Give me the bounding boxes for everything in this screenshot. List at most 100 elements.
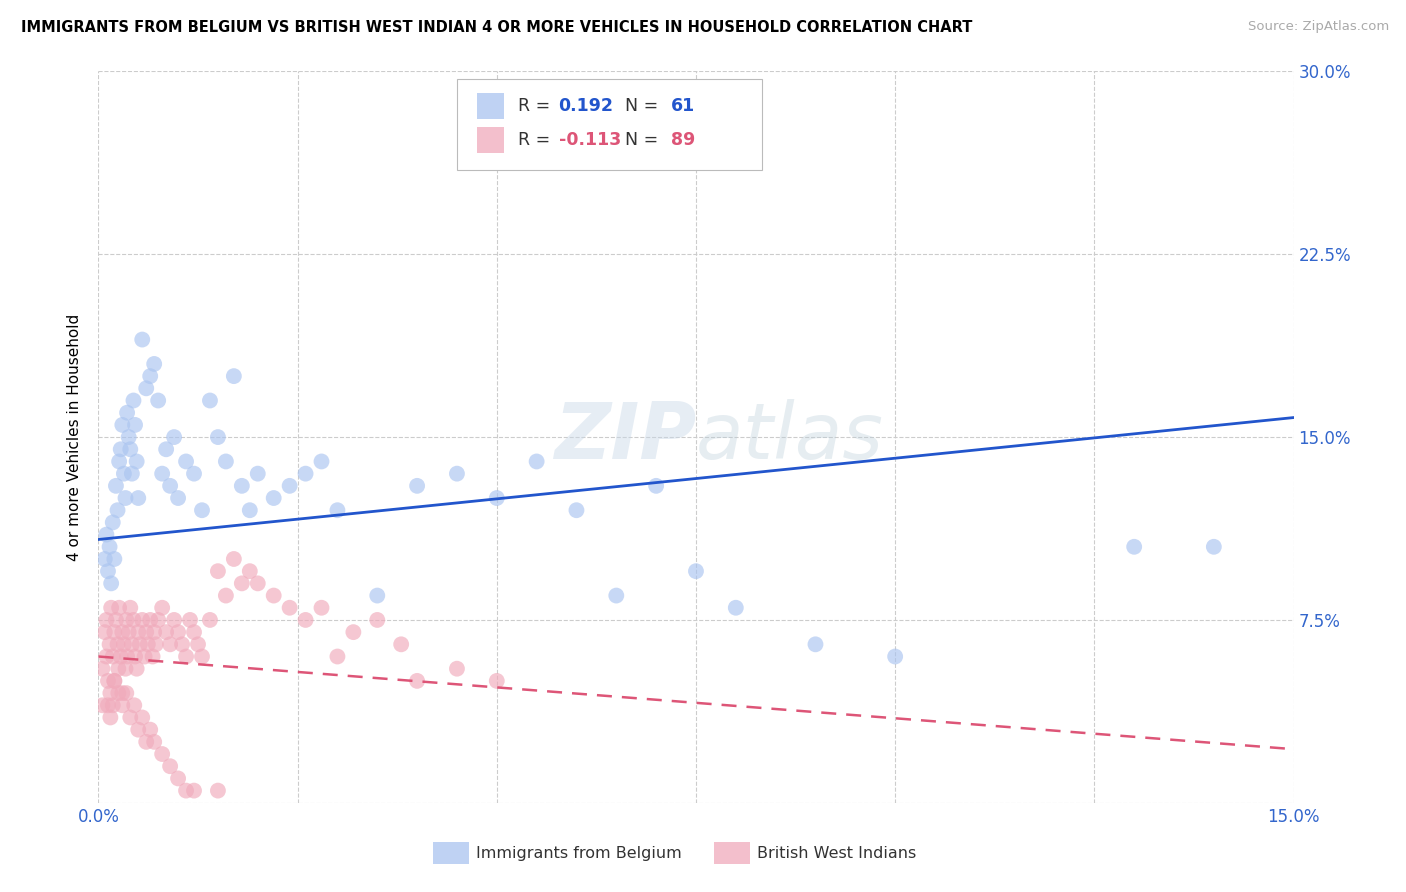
Point bbox=[124, 698, 146, 713]
Point bbox=[110, 649, 132, 664]
Point bbox=[207, 564, 229, 578]
Text: Source: ZipAtlas.com: Source: ZipAtlas.com bbox=[1249, 20, 1389, 33]
Point bbox=[127, 625, 149, 640]
Point bbox=[366, 613, 388, 627]
Point bbox=[198, 613, 221, 627]
Point bbox=[246, 576, 269, 591]
Point bbox=[142, 649, 165, 664]
Point bbox=[103, 625, 125, 640]
Point bbox=[91, 662, 114, 676]
Point bbox=[127, 491, 149, 505]
Point bbox=[100, 576, 122, 591]
Point bbox=[148, 613, 170, 627]
Point bbox=[131, 710, 153, 724]
Point bbox=[174, 454, 197, 468]
Point bbox=[135, 381, 157, 395]
Point bbox=[183, 625, 205, 640]
Text: 61: 61 bbox=[671, 96, 695, 115]
Point bbox=[135, 735, 157, 749]
Point bbox=[565, 503, 588, 517]
Point bbox=[174, 649, 197, 664]
Point bbox=[114, 491, 136, 505]
Point bbox=[97, 698, 120, 713]
Text: British West Indians: British West Indians bbox=[756, 846, 917, 861]
Point bbox=[187, 637, 209, 651]
Point bbox=[108, 454, 131, 468]
Point bbox=[246, 467, 269, 481]
Point bbox=[103, 552, 125, 566]
Point bbox=[446, 467, 468, 481]
FancyBboxPatch shape bbox=[477, 93, 503, 119]
Point bbox=[115, 613, 138, 627]
Point bbox=[145, 637, 167, 651]
Point bbox=[96, 613, 118, 627]
Point bbox=[526, 454, 548, 468]
Point bbox=[724, 600, 747, 615]
Point bbox=[96, 527, 118, 541]
Point bbox=[98, 686, 122, 700]
Point bbox=[172, 637, 194, 651]
Point bbox=[804, 637, 827, 651]
Point bbox=[111, 625, 134, 640]
Point bbox=[326, 503, 349, 517]
Text: Immigrants from Belgium: Immigrants from Belgium bbox=[477, 846, 682, 861]
Point bbox=[198, 393, 221, 408]
Point bbox=[101, 698, 124, 713]
Point bbox=[112, 637, 135, 651]
Text: N =: N = bbox=[613, 131, 664, 149]
Point bbox=[167, 772, 190, 786]
Point bbox=[685, 564, 707, 578]
Point bbox=[127, 723, 149, 737]
Point bbox=[98, 710, 122, 724]
Point bbox=[103, 673, 125, 688]
Point bbox=[131, 333, 153, 347]
Point bbox=[120, 710, 142, 724]
Point bbox=[167, 625, 190, 640]
Point bbox=[231, 576, 253, 591]
Point bbox=[104, 613, 127, 627]
Text: -0.113: -0.113 bbox=[558, 131, 621, 149]
Point bbox=[311, 600, 333, 615]
Point bbox=[143, 735, 166, 749]
Point bbox=[150, 467, 173, 481]
Point bbox=[98, 637, 121, 651]
Point bbox=[1123, 540, 1146, 554]
FancyBboxPatch shape bbox=[477, 127, 503, 153]
Point bbox=[222, 552, 245, 566]
Point bbox=[294, 613, 316, 627]
Point bbox=[120, 600, 142, 615]
Point bbox=[150, 747, 173, 761]
Point bbox=[121, 467, 143, 481]
FancyBboxPatch shape bbox=[433, 842, 470, 864]
Text: ZIP: ZIP bbox=[554, 399, 696, 475]
Point bbox=[111, 698, 134, 713]
Point bbox=[125, 454, 148, 468]
Point bbox=[124, 417, 146, 432]
Point bbox=[155, 442, 177, 457]
Text: atlas: atlas bbox=[696, 399, 884, 475]
Point bbox=[446, 662, 468, 676]
Point bbox=[114, 662, 136, 676]
Point bbox=[124, 649, 146, 664]
Text: 89: 89 bbox=[671, 131, 695, 149]
Point bbox=[131, 613, 153, 627]
Point bbox=[263, 491, 285, 505]
Point bbox=[91, 698, 114, 713]
Point bbox=[366, 589, 388, 603]
Point bbox=[139, 613, 162, 627]
Point bbox=[191, 503, 214, 517]
Point bbox=[101, 649, 124, 664]
Point bbox=[645, 479, 668, 493]
Point bbox=[163, 430, 186, 444]
Point bbox=[104, 479, 127, 493]
Point bbox=[207, 783, 229, 797]
FancyBboxPatch shape bbox=[457, 78, 762, 170]
Point bbox=[148, 393, 170, 408]
Point bbox=[125, 662, 148, 676]
Point bbox=[278, 600, 301, 615]
Point bbox=[183, 783, 205, 797]
Point bbox=[121, 637, 143, 651]
Point bbox=[215, 589, 238, 603]
Point bbox=[485, 673, 508, 688]
Text: N =: N = bbox=[613, 96, 664, 115]
